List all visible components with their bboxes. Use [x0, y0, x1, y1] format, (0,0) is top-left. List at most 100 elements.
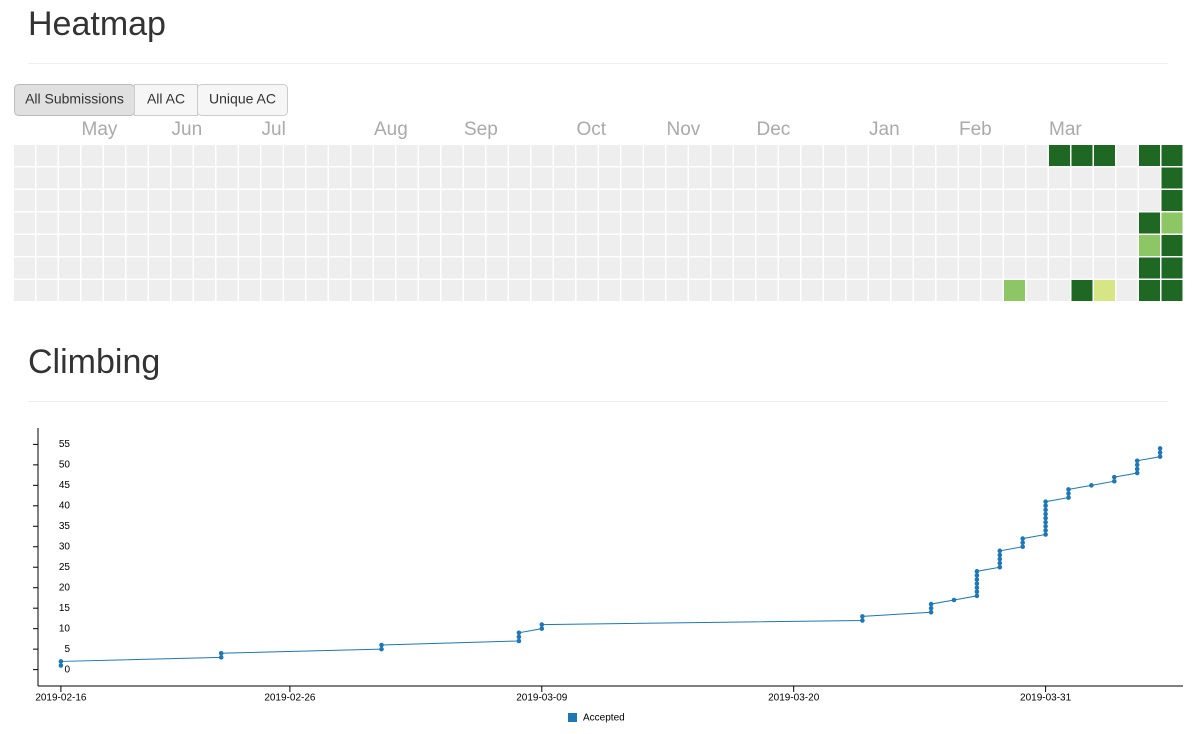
point	[1112, 474, 1117, 480]
heatmap-cell	[486, 212, 508, 234]
heatmap-cell	[1049, 190, 1070, 211]
button-label[interactable]: Unique AC	[209, 91, 276, 107]
heatmap-cell	[216, 257, 238, 279]
heatmap-cell	[554, 257, 575, 279]
heatmap-cell	[914, 212, 935, 234]
heatmap-cell	[396, 257, 418, 279]
button-group: All Submissions All AC Unique AC	[14, 84, 288, 116]
heatmap-cell	[126, 212, 148, 234]
heatmap-cell	[779, 190, 800, 211]
heatmap-cell	[81, 257, 103, 279]
button-label[interactable]: All Submissions	[25, 91, 124, 107]
heatmap-cell	[1049, 280, 1070, 301]
heatmap-cell	[621, 280, 643, 301]
heatmap-cell	[509, 280, 530, 301]
heatmap-cell	[779, 280, 800, 301]
y-tick-label: 35	[59, 521, 71, 532]
heatmap-cell	[441, 190, 463, 211]
heatmap-cell	[239, 280, 260, 301]
button[interactable]	[197, 84, 288, 116]
heatmap-cell	[711, 167, 733, 189]
heatmap-cell	[891, 212, 913, 234]
button-label[interactable]: All AC	[147, 91, 185, 107]
heatmap-cell	[1026, 167, 1048, 189]
y-tick-label: 30	[59, 541, 71, 552]
button[interactable]	[134, 84, 198, 116]
point	[951, 597, 957, 603]
heatmap-cell	[779, 257, 800, 279]
month-label: Jun	[172, 119, 203, 140]
heatmap-cell	[779, 235, 800, 256]
heatmap-cell	[599, 212, 620, 234]
heatmap-cell	[464, 145, 485, 166]
heatmap-cell	[126, 235, 148, 256]
month-label: Jul	[262, 119, 286, 140]
heatmap-cell	[1139, 212, 1160, 234]
heatmap-cell	[464, 257, 485, 279]
heatmap-cell	[396, 235, 418, 256]
point	[539, 622, 545, 627]
point	[1089, 483, 1094, 488]
heatmap-cell	[711, 235, 733, 256]
heatmap-cell	[891, 167, 913, 189]
point	[1157, 446, 1163, 451]
heatmap-cell	[891, 257, 913, 279]
point	[1043, 532, 1048, 537]
heatmap-cell	[194, 257, 215, 279]
heatmap-cell	[711, 257, 733, 279]
heatmap-cell	[734, 212, 755, 234]
point	[58, 663, 64, 668]
point	[928, 609, 934, 615]
heatmap-cell	[734, 190, 755, 211]
point	[1157, 454, 1163, 459]
heatmap-cell	[599, 190, 620, 211]
heatmap-cell	[59, 212, 80, 234]
heatmap-cell	[104, 280, 125, 301]
heatmap-cell	[531, 280, 553, 301]
heatmap-cell	[1026, 280, 1048, 301]
heatmap-cell	[576, 212, 598, 234]
heatmap-cell	[306, 145, 328, 166]
heatmap-cell	[621, 257, 643, 279]
heatmap-cell	[1161, 280, 1183, 301]
heatmap-cell	[14, 257, 35, 279]
heatmap-cell	[194, 190, 215, 211]
heatmap-cell	[1004, 190, 1025, 211]
point	[1020, 536, 1025, 541]
heatmap-cell	[464, 280, 485, 301]
heatmap-cell	[1049, 235, 1070, 256]
heatmap-cell	[576, 235, 598, 256]
heatmap-cell	[936, 145, 958, 166]
heatmap-cell	[261, 145, 283, 166]
heatmap-cell	[441, 280, 463, 301]
heatmap-cell	[756, 257, 778, 279]
heatmap-cell	[329, 167, 350, 189]
heatmap-cell	[756, 145, 778, 166]
heatmap-cell	[104, 212, 125, 234]
heatmap-cell	[824, 280, 845, 301]
heatmap-cell	[644, 167, 665, 189]
heatmap-cell	[351, 190, 373, 211]
heatmap-cell	[869, 145, 890, 166]
heatmap-cell	[374, 145, 395, 166]
point	[218, 650, 224, 656]
heatmap-cell	[869, 235, 890, 256]
heatmap-cell	[936, 280, 958, 301]
heatmap-cell	[171, 235, 193, 256]
heatmap-cell	[666, 257, 688, 279]
heatmap-cell	[14, 280, 35, 301]
climbing-heading: Climbing	[28, 343, 160, 381]
heatmap-cell	[1026, 212, 1048, 234]
y-tick-label: 10	[59, 623, 71, 634]
heatmap-cell	[531, 167, 553, 189]
heatmap-cell	[576, 257, 598, 279]
point	[997, 552, 1003, 558]
heatmap-cell	[104, 190, 125, 211]
heatmap-cell	[284, 280, 305, 301]
heatmap-cell	[1004, 145, 1025, 166]
legend-swatch	[568, 713, 577, 722]
heatmap-cell	[216, 212, 238, 234]
heatmap-cell	[711, 145, 733, 166]
point	[860, 614, 865, 619]
